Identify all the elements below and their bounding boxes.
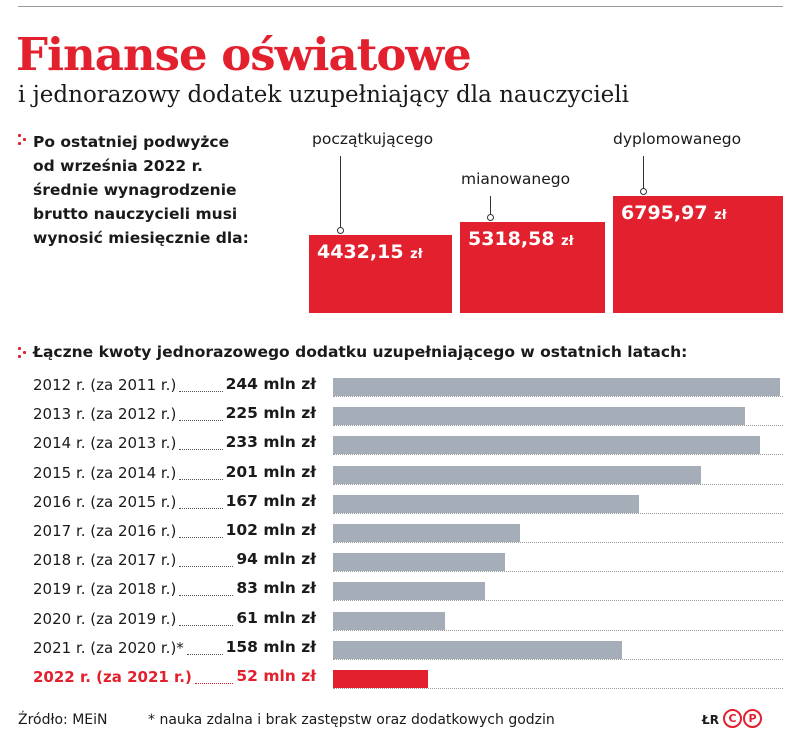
leader-dots xyxy=(179,566,234,568)
top-rule xyxy=(18,6,783,7)
bar-value-label: 158 mln zł xyxy=(225,637,316,656)
bar xyxy=(333,582,485,601)
bar-value-label: 94 mln zł xyxy=(236,550,316,569)
bar-category-label: 2017 r. (za 2016 r.) xyxy=(33,522,177,540)
author-initials: ŁR xyxy=(702,713,719,727)
salary-pointer-line xyxy=(490,196,491,216)
bar-category-label: 2016 r. (za 2015 r.) xyxy=(33,492,177,511)
bar-row: 2012 r. (za 2011 r.) 244 mln zł xyxy=(0,372,805,401)
salary-value-label: 6795,97 zł xyxy=(621,202,727,224)
bar-category-label: 2021 r. (za 2020 r.)* xyxy=(33,638,184,657)
logo-c-icon: C xyxy=(723,709,742,728)
bar xyxy=(333,465,701,484)
bar-track xyxy=(333,600,783,602)
salary-value-label: 5318,58 zł xyxy=(468,228,574,250)
bar-row: 2021 r. (za 2020 r.)* 158 mln zł xyxy=(0,635,805,664)
salary-category-label: mianowanego xyxy=(461,170,571,188)
bar-value-label: 83 mln zł xyxy=(236,579,316,598)
salary-bar: 5318,58 zł xyxy=(460,222,605,313)
bar-row: 2019 r. (za 2018 r.) 83 mln zł xyxy=(0,576,805,605)
page-subtitle: i jednorazowy dodatek uzupełniający dla … xyxy=(18,82,630,108)
bar-category-label: 2015 r. (za 2014 r.) xyxy=(33,463,177,482)
bar-value-label: 233 mln zł xyxy=(225,433,316,452)
bar-category-label: 2020 r. (za 2019 r.) xyxy=(33,609,177,628)
footnote: * nauka zdalna i brak zastępstw oraz dod… xyxy=(148,712,555,728)
bar-track xyxy=(333,396,783,397)
bullet-icon xyxy=(18,347,28,359)
bar-row: 2022 r. (za 2021 r.) 52 mln zł xyxy=(0,664,805,693)
bar-row: 2018 r. (za 2017 r.) 94 mln zł xyxy=(0,547,805,576)
bar-value-label: 167 mln zł xyxy=(225,491,316,510)
source-label: Źródło: MEiN xyxy=(18,712,108,728)
salary-pointer-dot xyxy=(487,214,494,221)
page-title: Finanse oświatowe xyxy=(16,28,472,81)
bar-row: 2016 r. (za 2015 r.) 167 mln zł xyxy=(0,489,805,518)
salary-bar: 6795,97 zł xyxy=(613,196,783,313)
bar-row: 2013 r. (za 2012 r.) 225 mln zł xyxy=(0,401,805,430)
bar-track xyxy=(333,629,783,631)
bar-row: 2014 r. (za 2013 r.) 233 mln zł xyxy=(0,430,805,459)
salary-pointer-dot xyxy=(640,188,647,195)
salary-bar: 4432,15 zł xyxy=(309,235,452,313)
leader-dots xyxy=(179,624,234,626)
bar-track xyxy=(333,688,783,689)
bar-row: 2015 r. (za 2014 r.) 201 mln zł xyxy=(0,460,805,489)
leader-dots xyxy=(179,537,223,538)
bar-value-label: 244 mln zł xyxy=(225,375,316,393)
bar-category-label: 2013 r. (za 2012 r.) xyxy=(33,405,177,424)
leader-dots xyxy=(186,653,223,655)
bar xyxy=(333,407,745,426)
bar-track xyxy=(333,658,783,660)
bar-value-label: 61 mln zł xyxy=(236,608,316,627)
salary-intro: Po ostatniej podwyżce od września 2022 r… xyxy=(33,133,249,247)
bar-value-label: 102 mln zł xyxy=(225,521,316,539)
bar xyxy=(333,611,445,630)
salary-category-label: dyplomowanego xyxy=(613,130,742,148)
leader-dots xyxy=(179,391,223,392)
bar xyxy=(333,670,428,688)
logo-p-icon: P xyxy=(743,709,762,728)
leader-dots xyxy=(179,507,223,509)
bar-value-label: 52 mln zł xyxy=(236,667,316,685)
salary-pointer-line xyxy=(643,156,644,190)
bar xyxy=(333,640,622,659)
bar-track xyxy=(333,542,783,543)
bar-category-label: 2014 r. (za 2013 r.) xyxy=(33,434,177,453)
salary-value-label: 4432,15 zł xyxy=(317,241,423,263)
leader-dots xyxy=(179,595,234,597)
salary-pointer-dot xyxy=(337,227,344,234)
bullet-icon xyxy=(18,134,28,146)
bar xyxy=(333,553,505,572)
leader-dots xyxy=(179,449,223,451)
bar-category-label: 2022 r. (za 2021 r.) xyxy=(33,668,192,686)
bar-value-label: 201 mln zł xyxy=(225,462,316,481)
bar-track xyxy=(333,425,783,427)
bar xyxy=(333,378,780,396)
leader-dots xyxy=(179,478,223,480)
leader-dots xyxy=(179,420,223,422)
bar-value-label: 225 mln zł xyxy=(225,404,316,423)
bar-row: 2020 r. (za 2019 r.) 61 mln zł xyxy=(0,606,805,635)
bar-track xyxy=(333,571,783,573)
bar-track xyxy=(333,512,783,514)
bar xyxy=(333,436,760,455)
salary-pointer-line xyxy=(340,156,341,229)
bar-track xyxy=(333,454,783,456)
bar-category-label: 2012 r. (za 2011 r.) xyxy=(33,376,177,394)
salary-category-label: początkującego xyxy=(312,130,434,148)
leader-dots xyxy=(194,683,234,684)
bar-track xyxy=(333,483,783,485)
bar-category-label: 2019 r. (za 2018 r.) xyxy=(33,580,177,599)
bar xyxy=(333,494,639,513)
bar-row: 2017 r. (za 2016 r.) 102 mln zł xyxy=(0,518,805,547)
bar-category-label: 2018 r. (za 2017 r.) xyxy=(33,551,177,570)
bar xyxy=(333,524,520,542)
bonus-chart-title: Łączne kwoty jednorazowego dodatku uzupe… xyxy=(33,343,688,361)
